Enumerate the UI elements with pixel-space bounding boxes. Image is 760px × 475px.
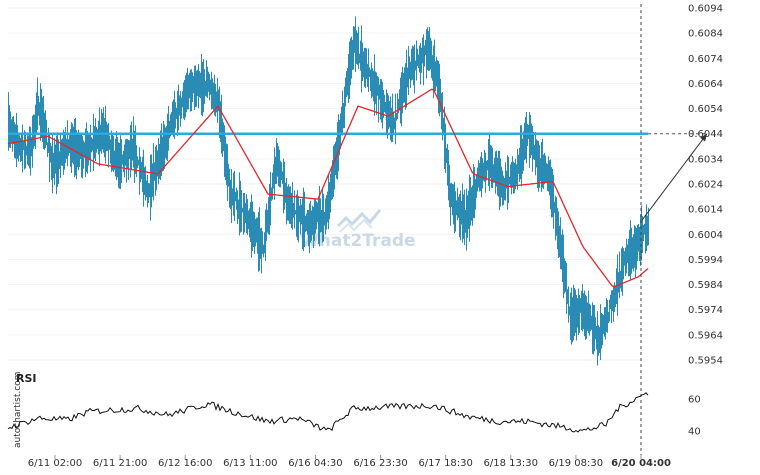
credit-text: autochartist.com [13, 372, 23, 448]
price-tick-label: 0.6064 [688, 79, 723, 90]
rsi-panel: RSI [7, 372, 649, 433]
price-tick-label: 0.6044 [688, 129, 723, 140]
projection-arrowhead-icon [700, 133, 707, 142]
rsi-tick-label: 60 [688, 395, 701, 406]
time-tick-label: 6/16 04:30 [288, 458, 342, 469]
projection-arrow [641, 133, 708, 221]
price-tick-label: 0.6034 [688, 154, 723, 165]
price-candles [8, 16, 649, 366]
time-tick-label: 6/11 21:00 [93, 458, 147, 469]
price-tick-label: 0.6024 [688, 180, 723, 191]
rsi-label: RSI [16, 372, 37, 385]
watermark-brand: What2Trade [300, 231, 416, 251]
price-tick-label: 0.6084 [688, 29, 723, 40]
time-tick-label: 6/12 16:00 [158, 458, 212, 469]
rsi-line [7, 392, 649, 433]
rsi-axis: 60 40 [688, 395, 701, 438]
projection-line [641, 133, 708, 221]
price-tick-label: 0.6094 [688, 4, 723, 15]
rsi-tick-label: 40 [688, 427, 701, 438]
time-tick-label: 6/11 02:00 [28, 458, 82, 469]
price-tick-label: 0.6014 [688, 205, 723, 216]
time-tick-label: 6/16 23:30 [353, 458, 407, 469]
price-tick-label: 0.5964 [688, 330, 723, 341]
price-tick-label: 0.5954 [688, 356, 723, 367]
time-tick-label: 6/13 11:00 [223, 458, 277, 469]
watermark: What2Trade [300, 209, 416, 251]
price-tick-label: 0.5994 [688, 255, 723, 266]
time-tick-label: 6/17 18:30 [418, 458, 472, 469]
moving-average-line [7, 88, 649, 288]
price-tick-label: 0.6004 [688, 230, 723, 241]
price-tick-label: 0.6074 [688, 54, 723, 65]
price-axis: 0.6094 0.6084 0.6074 0.6064 0.6054 0.6044 0.60… [688, 4, 723, 367]
time-tick-label: 6/20 04:00 [611, 458, 671, 469]
time-axis: 6/11 02:00 6/11 21:00 6/12 16:00 6/13 11:00… [28, 455, 671, 469]
time-tick-label: 6/19 08:30 [549, 458, 603, 469]
price-tick-label: 0.6054 [688, 104, 723, 115]
price-tick-label: 0.5984 [688, 280, 723, 291]
ma-path [7, 88, 649, 288]
watermark-logo-icon [336, 209, 382, 233]
time-tick-label: 6/18 13:30 [484, 458, 538, 469]
price-tick-label: 0.5974 [688, 305, 723, 316]
